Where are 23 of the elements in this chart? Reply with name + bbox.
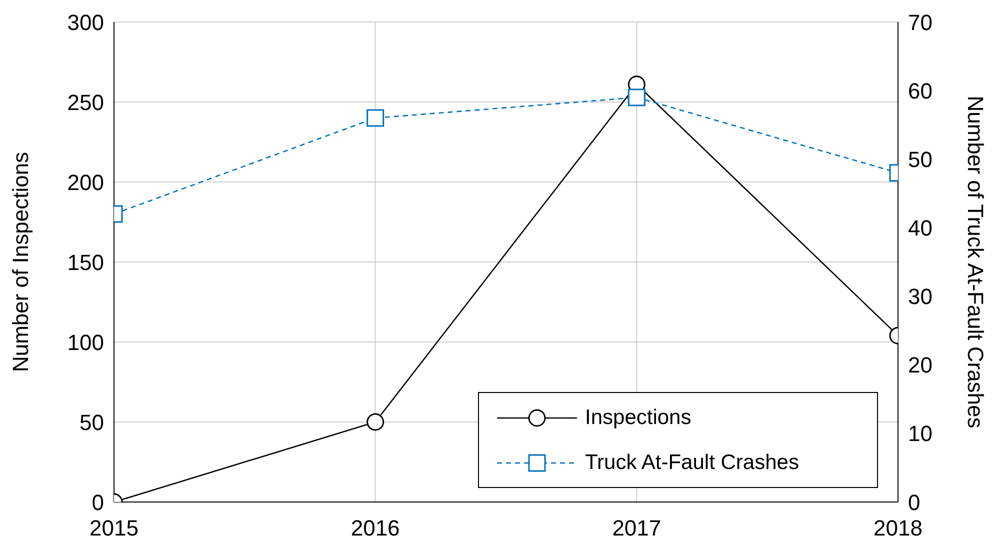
y-axis-title: Number of Inspections: [8, 152, 33, 372]
y-tick-label: 150: [67, 250, 104, 275]
legend-label: Inspections: [585, 406, 692, 430]
y-tick-label: 50: [80, 410, 104, 435]
y-tick-label: 0: [92, 490, 104, 515]
y2-tick-label: 30: [908, 284, 932, 310]
y-tick-label: 200: [67, 170, 104, 195]
x-tick-label: 2015: [90, 516, 138, 541]
y2-tick-label: 70: [908, 10, 932, 35]
y2-tick-label: 50: [908, 146, 932, 172]
y2-tick-label: 0: [908, 490, 920, 515]
y2-axis-title: Number of Truck At-Fault Crashes: [963, 96, 988, 428]
x-tick-label: 2018: [874, 516, 922, 541]
y-tick-label: 250: [67, 90, 104, 115]
y-tick-label: 300: [67, 10, 104, 35]
y-tick-label: 100: [67, 330, 104, 355]
x-tick-label: 2017: [612, 516, 662, 541]
x-tick-label: 2016: [350, 516, 400, 541]
legend-label: Truck At-Fault Crashes: [585, 450, 799, 474]
y2-tick-label: 10: [908, 421, 932, 446]
y2-tick-label: 40: [908, 216, 932, 241]
y2-tick-label: 20: [908, 352, 932, 378]
y2-tick-label: 60: [908, 78, 932, 104]
